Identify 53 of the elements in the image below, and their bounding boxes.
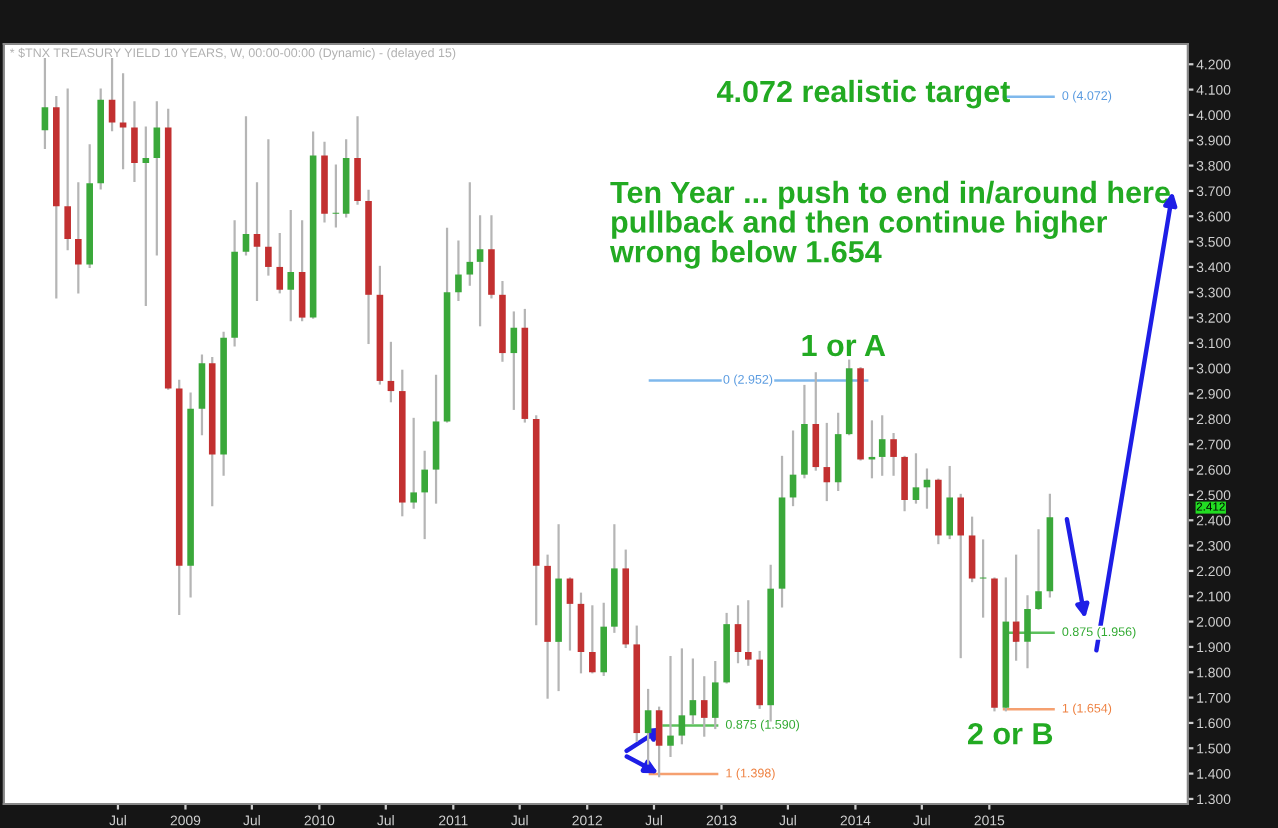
candlestick — [287, 210, 295, 322]
candlestick — [354, 116, 361, 205]
candlestick — [265, 139, 272, 276]
candlestick — [566, 577, 574, 651]
candlestick — [667, 655, 674, 757]
candlestick — [510, 311, 518, 410]
candlestick — [75, 182, 82, 294]
candlestick — [700, 676, 708, 737]
candlestick — [600, 602, 608, 676]
candlestick — [589, 605, 596, 674]
candlestick — [276, 232, 284, 294]
candlestick — [64, 88, 71, 251]
candlestick — [41, 58, 49, 149]
annotation: 2 or B — [968, 722, 1053, 745]
candlestick — [655, 706, 663, 778]
candlestick — [912, 453, 920, 504]
annotation: Ten Year ... push to end in/around here pullback and then continue higher wrong below 1.654 — [609, 180, 1170, 269]
candlestick — [890, 433, 897, 476]
candlestick — [198, 354, 206, 436]
candlestick — [689, 658, 697, 725]
annotation: 1 or A — [802, 334, 886, 357]
candlestick — [488, 215, 495, 299]
candlestick — [946, 465, 954, 540]
candlestick — [644, 688, 652, 765]
candlestick — [131, 101, 138, 182]
candlestick — [455, 240, 462, 301]
candlestick — [823, 422, 831, 502]
candlestick — [410, 417, 417, 509]
candlestick — [1035, 529, 1042, 611]
candlestick — [744, 600, 752, 666]
candlestick — [878, 415, 886, 476]
candlestick — [253, 182, 261, 301]
candlestick — [142, 126, 150, 307]
candlestick — [1012, 554, 1020, 661]
candlestick — [901, 455, 908, 512]
candlestick — [711, 661, 719, 730]
candlestick — [756, 650, 763, 709]
candlestick — [387, 341, 395, 403]
candlestick — [466, 182, 474, 286]
candlestick — [957, 493, 965, 659]
annotation: 4.072 realistic target — [716, 79, 1010, 109]
candlestick — [298, 220, 306, 322]
candlestick — [1024, 595, 1031, 669]
candlestick — [108, 58, 116, 132]
candlestick — [421, 450, 428, 540]
candlestick — [476, 215, 484, 327]
candlestick — [734, 605, 742, 664]
candlestick — [153, 101, 161, 256]
candlestick — [242, 116, 250, 256]
candlestick — [678, 648, 686, 745]
candlestick — [968, 516, 976, 583]
candlestick — [812, 372, 820, 471]
candlestick — [119, 73, 127, 170]
